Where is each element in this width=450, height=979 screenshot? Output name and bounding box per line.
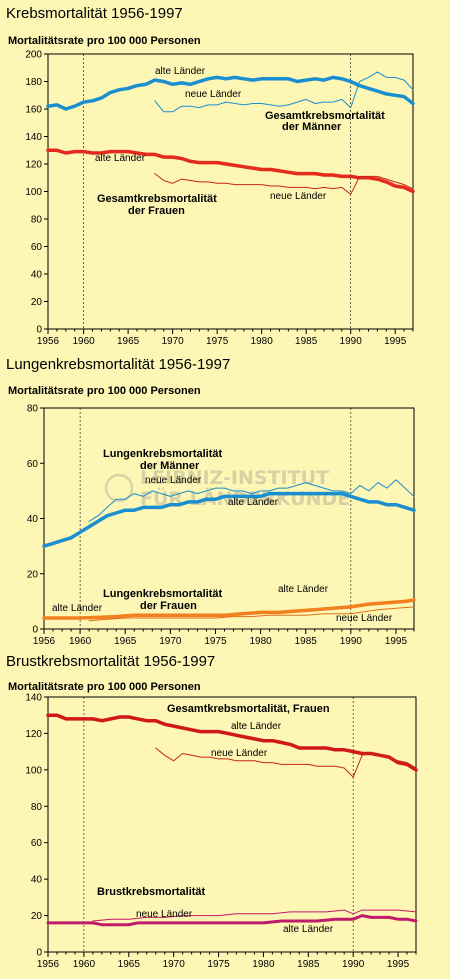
watermark-logo-icon xyxy=(104,473,134,503)
y-tick-label: 80 xyxy=(31,802,43,813)
x-tick-label: 1960 xyxy=(72,336,95,347)
x-tick-label: 1975 xyxy=(206,336,229,347)
series-line-3 xyxy=(88,606,415,622)
y-tick-label: 20 xyxy=(27,569,39,580)
x-tick-label: 1990 xyxy=(342,959,365,970)
annotation-label: alte Länder xyxy=(95,153,146,164)
chart-panel-lungenkrebsmortalitaet: Lungenkrebsmortalität 1956-1997 Mortalitä… xyxy=(6,356,416,647)
y-tick-label: 200 xyxy=(25,50,42,61)
annotation-label: neue Länder xyxy=(136,909,193,920)
x-tick-label: 1975 xyxy=(207,959,230,970)
x-tick-label: 1960 xyxy=(69,636,92,647)
y-tick-label: 100 xyxy=(25,765,42,776)
annotation-label: alte Länder xyxy=(52,603,103,614)
x-tick-label: 1970 xyxy=(162,336,185,347)
annotation-label: neue Länder xyxy=(211,748,268,759)
chart-panel-brustkrebsmortalitaet: Brustkrebsmortalität 1956-1997 Mortalität… xyxy=(6,653,418,970)
y-tick-label: 0 xyxy=(32,625,38,636)
watermark-line: LEIBNIZ-INSTITUT xyxy=(140,467,329,489)
x-tick-label: 1970 xyxy=(163,959,186,970)
series-line-0 xyxy=(42,491,416,548)
annotation-label: alte Länder xyxy=(231,721,282,732)
y-tick-label: 20 xyxy=(31,297,43,308)
x-tick-label: 1995 xyxy=(387,959,410,970)
y-axis-label: Mortalitätsrate pro 100 000 Personen xyxy=(8,35,201,47)
chart-title: Brustkrebsmortalität 1956-1997 xyxy=(6,653,215,670)
annotation-label: alte Länder xyxy=(155,66,206,77)
x-tick-label: 1956 xyxy=(37,336,60,347)
x-tick-label: 1995 xyxy=(385,636,408,647)
y-tick-label: 40 xyxy=(31,875,43,886)
plot-frame xyxy=(47,696,417,953)
x-tick-label: 1985 xyxy=(295,336,318,347)
series-line-2 xyxy=(46,914,418,927)
y-tick-label: 80 xyxy=(27,404,39,415)
annotation-label: der Frauen xyxy=(128,205,185,217)
x-tick-label: 1960 xyxy=(73,959,96,970)
annotation-label: alte Länder xyxy=(228,497,279,508)
x-tick-label: 1980 xyxy=(251,336,274,347)
y-tick-label: 140 xyxy=(25,693,42,704)
series-line-0 xyxy=(46,75,415,111)
series-line-2 xyxy=(42,598,416,620)
x-tick-label: 1956 xyxy=(37,959,60,970)
x-tick-label: 1990 xyxy=(340,336,363,347)
annotation-label: Lungenkrebsmortalität xyxy=(103,588,223,600)
y-tick-label: 120 xyxy=(25,729,42,740)
series-line-1 xyxy=(155,747,417,778)
y-tick-label: 180 xyxy=(25,77,42,88)
y-tick-label: 120 xyxy=(25,160,42,171)
annotation-label: alte Länder xyxy=(278,584,329,595)
annotation-label: der Männer xyxy=(282,121,342,133)
y-tick-label: 20 xyxy=(31,911,43,922)
x-tick-label: 1965 xyxy=(114,636,137,647)
annotation-label: Gesamtkrebsmortalität xyxy=(265,110,385,122)
x-tick-label: 1985 xyxy=(295,636,318,647)
series-line-1 xyxy=(154,71,414,113)
annotation-label: Gesamtkrebsmortalität xyxy=(97,193,217,205)
x-tick-label: 1970 xyxy=(159,636,182,647)
y-tick-label: 60 xyxy=(27,459,39,470)
annotation-label: neue Länder xyxy=(336,613,393,624)
x-tick-label: 1965 xyxy=(117,336,140,347)
y-tick-label: 60 xyxy=(31,242,43,253)
y-tick-label: 160 xyxy=(25,105,42,116)
series-line-1 xyxy=(88,479,415,522)
chart-title: Krebsmortalität 1956-1997 xyxy=(6,5,183,22)
chart-title: Lungenkrebsmortalität 1956-1997 xyxy=(6,356,230,373)
annotation-label: neue Länder xyxy=(270,191,327,202)
annotation-label: der Männer xyxy=(140,460,200,472)
y-tick-label: 40 xyxy=(31,270,43,281)
y-tick-label: 60 xyxy=(31,838,43,849)
y-axis-label: Mortalitätsrate pro 100 000 Personen xyxy=(8,681,201,693)
annotation-label: neue Länder xyxy=(145,475,202,486)
annotation-label: Gesamtkrebsmortalität, Frauen xyxy=(167,703,330,715)
chart-panel-krebsmortalitaet: Krebsmortalität 1956-1997 Mortalitätsrate… xyxy=(6,5,415,347)
x-tick-label: 1980 xyxy=(249,636,272,647)
series-line-3 xyxy=(154,173,414,195)
annotation-label: Brustkrebsmortalität xyxy=(97,886,206,898)
annotation-label: neue Länder xyxy=(185,89,242,100)
y-tick-label: 0 xyxy=(36,325,42,336)
y-axis-label: Mortalitätsrate pro 100 000 Personen xyxy=(8,385,201,397)
x-tick-label: 1995 xyxy=(384,336,407,347)
series-line-0 xyxy=(46,713,418,772)
x-tick-label: 1956 xyxy=(33,636,56,647)
annotation-label: Lungenkrebsmortalität xyxy=(103,448,223,460)
y-tick-label: 140 xyxy=(25,132,42,143)
x-tick-label: 1990 xyxy=(340,636,363,647)
annotation-label: der Frauen xyxy=(140,600,197,612)
y-tick-label: 0 xyxy=(36,948,42,959)
x-tick-label: 1965 xyxy=(118,959,141,970)
series-line-3 xyxy=(92,909,417,922)
x-tick-label: 1980 xyxy=(252,959,275,970)
y-tick-label: 100 xyxy=(25,187,42,198)
y-tick-label: 40 xyxy=(27,514,39,525)
y-tick-label: 80 xyxy=(31,215,43,226)
annotation-label: alte Länder xyxy=(283,924,334,935)
x-tick-label: 1985 xyxy=(297,959,320,970)
series-line-2 xyxy=(46,148,415,194)
x-tick-label: 1975 xyxy=(204,636,227,647)
